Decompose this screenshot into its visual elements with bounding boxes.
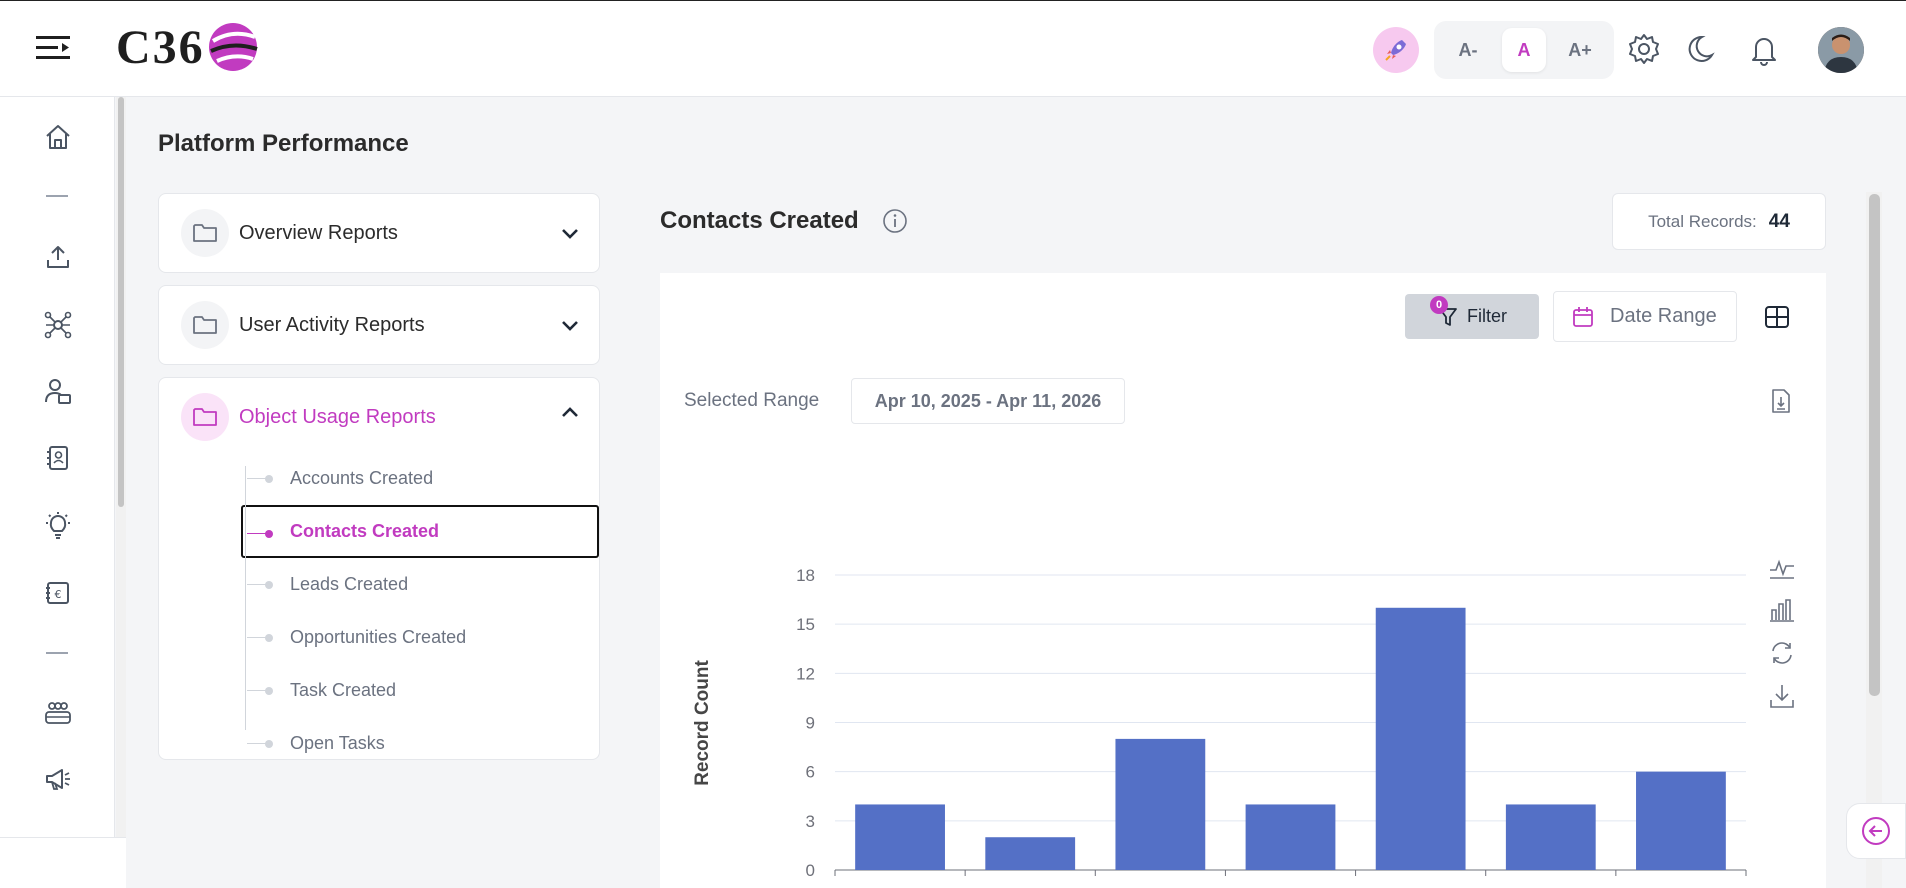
total-records-value: 44: [1768, 210, 1790, 232]
sidebar-footer: [0, 837, 126, 888]
top-header: C36 A- A A+: [0, 0, 1906, 97]
sidebar-divider: [46, 652, 68, 654]
y-axis-title: Record Count: [692, 660, 713, 786]
report-item-label: Open Tasks: [290, 733, 385, 753]
accordion-header-overview[interactable]: Overview Reports: [159, 194, 599, 272]
gear-icon[interactable]: [1626, 31, 1662, 67]
date-range-button[interactable]: Date Range: [1553, 291, 1737, 342]
rocket-icon[interactable]: [1373, 27, 1419, 73]
accordion-user-activity: User Activity Reports: [158, 285, 600, 365]
y-tick-label: 18: [796, 566, 815, 585]
accordion-label: User Activity Reports: [239, 313, 425, 336]
app-logo[interactable]: C36: [116, 17, 259, 77]
y-tick-label: 6: [806, 763, 815, 782]
chevron-down-icon: [562, 321, 578, 331]
bar: [855, 804, 945, 870]
moon-icon[interactable]: [1686, 31, 1722, 67]
font-increase-button[interactable]: A+: [1568, 39, 1592, 60]
logo-text: C36: [116, 20, 205, 74]
report-item-label: Opportunities Created: [290, 627, 467, 647]
report-item-task-created[interactable]: Task Created: [159, 664, 599, 717]
total-records-badge: Total Records: 44: [1612, 193, 1826, 250]
wallet-icon[interactable]: €: [40, 575, 76, 611]
user-avatar[interactable]: [1818, 27, 1864, 73]
report-item-accounts-created[interactable]: Accounts Created: [159, 452, 599, 505]
line-chart-icon[interactable]: [1768, 554, 1796, 582]
filter-button[interactable]: Filter: [1405, 294, 1539, 339]
filter-count-badge: 0: [1430, 296, 1448, 314]
y-tick-label: 15: [796, 615, 815, 634]
contacts-icon[interactable]: [40, 373, 76, 409]
folder-icon: [181, 393, 229, 441]
accordion-overview: Overview Reports: [158, 193, 600, 273]
main-scrollbar[interactable]: [1866, 192, 1882, 888]
collapse-panel-button[interactable]: [1846, 803, 1906, 859]
sidebar-divider: [46, 195, 68, 197]
bar: [1245, 804, 1336, 870]
report-item-opportunities-created[interactable]: Opportunities Created: [159, 611, 599, 664]
megaphone-icon[interactable]: [40, 761, 76, 797]
restore-icon[interactable]: [1768, 639, 1796, 667]
bar: [1636, 771, 1726, 870]
total-records-label: Total Records:: [1648, 211, 1757, 231]
report-title: Contacts Created: [660, 207, 859, 234]
network-icon[interactable]: [40, 307, 76, 343]
y-tick-label: 9: [806, 714, 815, 733]
chevron-up-icon: [562, 407, 578, 417]
bar: [985, 837, 1076, 870]
team-icon[interactable]: [40, 695, 76, 731]
accordion-header-object-usage[interactable]: Object Usage Reports: [159, 378, 599, 456]
y-tick-label: 3: [806, 812, 815, 831]
report-item-open-tasks[interactable]: Open Tasks: [159, 717, 599, 770]
folder-icon: [181, 301, 229, 349]
export-file-icon[interactable]: [1770, 388, 1792, 414]
menu-toggle-icon[interactable]: [36, 34, 70, 62]
y-tick-label: 12: [796, 664, 815, 683]
report-item-label: Task Created: [290, 680, 397, 700]
report-item-label: Accounts Created: [290, 468, 434, 488]
upload-icon[interactable]: [40, 239, 76, 275]
report-item-leads-created[interactable]: Leads Created: [159, 558, 599, 611]
home-icon[interactable]: [40, 119, 76, 155]
chevron-down-icon: [562, 229, 578, 239]
selected-range-value: Apr 10, 2025 - Apr 11, 2026: [851, 378, 1125, 424]
accordion-label: Overview Reports: [239, 221, 398, 244]
y-tick-label: 0: [806, 861, 815, 880]
info-icon[interactable]: [882, 208, 908, 234]
grid-view-icon[interactable]: [1762, 302, 1792, 332]
selected-range-label: Selected Range: [684, 390, 820, 411]
report-item-contacts-created[interactable]: Contacts Created: [241, 505, 599, 558]
bar-chart-icon[interactable]: [1768, 596, 1796, 624]
address-book-icon[interactable]: [40, 440, 76, 476]
font-size-controls: A- A A+: [1434, 21, 1614, 79]
font-decrease-button[interactable]: A-: [1458, 39, 1478, 60]
bar: [1505, 804, 1596, 870]
svg-text:€: €: [55, 588, 62, 601]
report-panel: [660, 273, 1826, 888]
report-item-label: Contacts Created: [290, 521, 440, 541]
font-default-button[interactable]: A: [1502, 28, 1546, 72]
left-sidebar: €: [0, 97, 115, 837]
accordion-header-user-activity[interactable]: User Activity Reports: [159, 286, 599, 364]
page-title: Platform Performance: [158, 130, 409, 157]
filter-label: Filter: [1467, 306, 1507, 326]
accordion-label: Object Usage Reports: [239, 405, 436, 428]
calendar-icon: [1573, 306, 1593, 327]
folder-icon: [181, 209, 229, 257]
sidebar-scrollbar[interactable]: [116, 97, 126, 837]
bell-icon[interactable]: [1746, 31, 1782, 67]
lightbulb-icon[interactable]: [40, 508, 76, 544]
filter-icon: [1439, 307, 1457, 326]
bar: [1115, 738, 1206, 870]
download-icon[interactable]: [1768, 682, 1796, 710]
report-item-label: Leads Created: [290, 574, 409, 594]
date-range-label: Date Range: [1610, 305, 1717, 327]
arrow-left-circle-icon: [1862, 817, 1890, 845]
accordion-object-usage: Object Usage Reports Accounts Created Co…: [158, 377, 600, 760]
tree-connector-line: [245, 466, 246, 730]
contacts-bar-chart: 0 3 6 9 12 15 18 Record Count: [692, 566, 1747, 880]
logo-globe-icon: [208, 23, 258, 71]
bar: [1375, 607, 1466, 870]
